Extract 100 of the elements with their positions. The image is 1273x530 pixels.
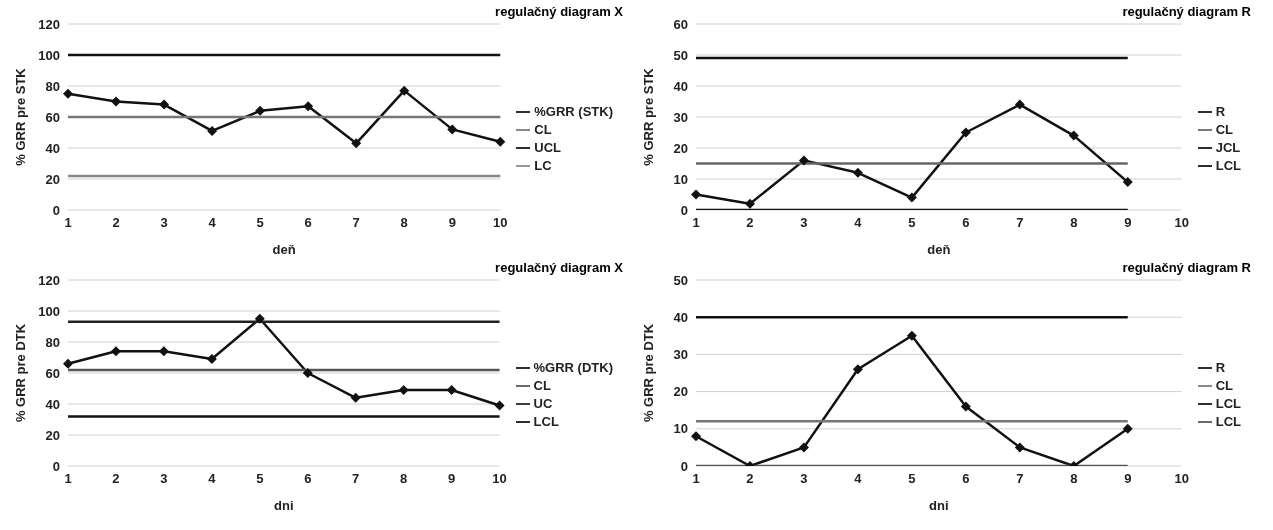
x-tick-label: 3 <box>160 215 168 231</box>
legend-label: UC <box>533 396 553 411</box>
legend-label: LCL <box>1215 158 1241 173</box>
x-tick-label: 4 <box>208 215 217 231</box>
chart-title: regulačný diagram R <box>1122 260 1251 275</box>
y-tick-label: 20 <box>45 171 60 187</box>
x-tick-label: 8 <box>400 471 408 487</box>
point <box>158 346 169 357</box>
x-axis-title: deň <box>927 242 951 257</box>
x-tick-label: 8 <box>1070 215 1078 231</box>
y-tick-label: 40 <box>673 309 688 325</box>
point <box>960 401 971 412</box>
x-tick-label: 1 <box>692 215 700 231</box>
y-tick-label: 40 <box>45 140 60 156</box>
x-tick-label: 4 <box>854 215 863 231</box>
y-tick-label: 30 <box>673 347 688 363</box>
legend-label: LC <box>534 158 552 173</box>
y-tick-label: 40 <box>45 396 60 412</box>
point <box>906 330 917 341</box>
legend-label: %GRR (STK) <box>534 104 613 119</box>
point <box>110 346 121 357</box>
x-tick-label: 2 <box>746 471 754 487</box>
chart-title: regulačný diagram R <box>1122 4 1251 19</box>
x-tick-label: 5 <box>256 215 264 231</box>
point <box>398 385 409 396</box>
point <box>302 368 313 378</box>
point <box>303 101 314 112</box>
y-tick-label: 120 <box>38 16 60 32</box>
text: regulačný diagram X <box>495 260 623 275</box>
point <box>494 400 505 411</box>
y-tick-label: 80 <box>45 334 60 350</box>
legend-label: CL <box>534 122 552 137</box>
x-tick-label: 10 <box>1174 215 1189 231</box>
y-tick-label: 20 <box>673 140 688 156</box>
x-tick-label: 10 <box>1174 471 1189 487</box>
y-tick-label: 20 <box>45 427 60 443</box>
y-tick-label: 80 <box>45 78 60 94</box>
x-tick-label: 5 <box>908 471 916 487</box>
x-tick-label: 1 <box>64 215 72 231</box>
legend-label: LCL <box>1215 396 1241 411</box>
y-tick-label: 0 <box>52 202 60 218</box>
y-tick-label: 20 <box>673 384 688 400</box>
y-tick-label: 60 <box>45 109 60 125</box>
legend-label: %GRR (DTK) <box>533 360 613 375</box>
text: regulačný diagram X <box>495 4 623 19</box>
y-tick-label: 0 <box>680 458 688 474</box>
x-tick-label: 8 <box>400 215 408 231</box>
x-tick-label: 3 <box>160 471 168 487</box>
x-tick-label: 2 <box>746 215 754 231</box>
point <box>1122 177 1133 188</box>
point <box>1068 130 1079 141</box>
x-tick-label: 10 <box>493 215 508 231</box>
x-tick-label: 10 <box>492 471 507 487</box>
x-tick-label: 5 <box>256 471 264 487</box>
y-tick-label: 0 <box>680 202 688 218</box>
point <box>447 124 458 135</box>
point <box>960 127 971 138</box>
point <box>399 85 410 96</box>
legend-label: R <box>1215 104 1226 119</box>
legend-label: LCL <box>533 414 559 429</box>
point <box>350 392 361 403</box>
point <box>206 354 217 365</box>
x-tick-label: 1 <box>64 471 72 487</box>
x-tick-label: 6 <box>304 215 312 231</box>
x-tick-label: 5 <box>908 215 916 231</box>
y-tick-label: 100 <box>38 47 60 63</box>
point <box>852 364 863 375</box>
x-tick-label: 7 <box>352 215 360 231</box>
x-tick-label: 6 <box>962 215 970 231</box>
y-axis-title: % GRR pre DTK <box>12 323 28 423</box>
x-tick-label: 1 <box>692 471 700 487</box>
x-tick-label: 7 <box>1016 471 1024 487</box>
x-tick-label: 6 <box>962 471 970 487</box>
x-axis-title: dni <box>929 498 949 513</box>
y-tick-label: 50 <box>673 272 688 288</box>
point <box>691 189 701 200</box>
legend-label: LCL <box>1215 414 1241 429</box>
point <box>1014 99 1025 110</box>
point <box>254 313 265 324</box>
point <box>159 99 170 110</box>
x-tick-label: 4 <box>854 471 863 487</box>
point <box>351 138 362 149</box>
point <box>798 155 809 166</box>
y-axis-title: % GRR pre STK <box>12 67 28 166</box>
y-tick-label: 0 <box>52 458 60 474</box>
x-tick-label: 6 <box>304 471 312 487</box>
point <box>111 96 122 107</box>
x-axis-title: deň <box>272 242 296 257</box>
point <box>63 88 73 99</box>
x-tick-label: 2 <box>112 471 120 487</box>
y-tick-label: 120 <box>38 272 60 288</box>
point <box>744 198 755 209</box>
point <box>1122 423 1133 434</box>
x-tick-label: 9 <box>1124 215 1132 231</box>
x-tick-label: 9 <box>1124 471 1132 487</box>
y-tick-label: 40 <box>673 78 688 94</box>
y-axis-title: % GRR pre STK <box>640 67 656 166</box>
y-tick-label: 10 <box>673 171 688 187</box>
y-tick-label: 10 <box>673 421 688 437</box>
legend-label: CL <box>533 378 551 393</box>
